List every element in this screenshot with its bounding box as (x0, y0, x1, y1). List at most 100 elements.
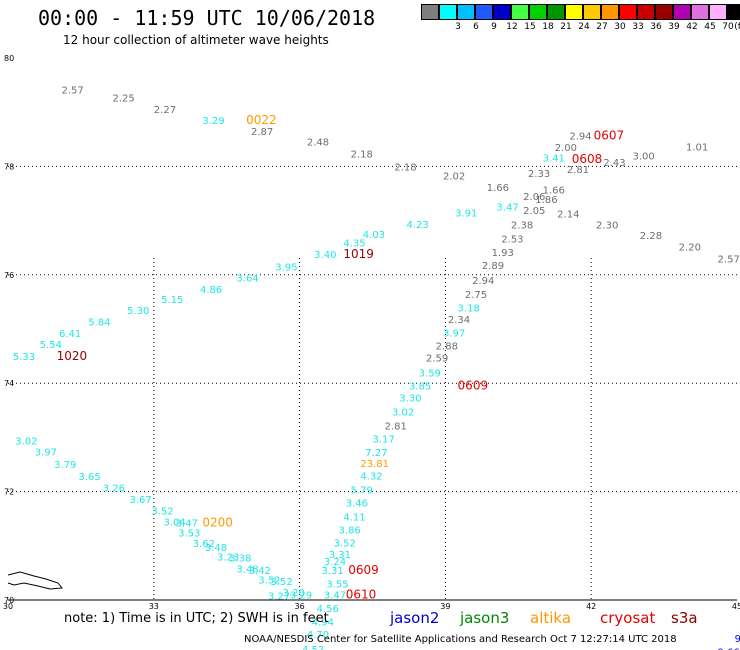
pass-time-label: 0200 (202, 515, 233, 529)
footer-note: note: 1) Time is in UTC; 2) SWH is in fe… (64, 611, 329, 626)
lat-label: 72 (4, 488, 14, 497)
legend-swatch (709, 4, 727, 20)
wave-height-value: 5.54 (40, 340, 62, 351)
lat-label: 76 (4, 271, 14, 280)
legend-swatch (619, 4, 637, 20)
coastline (7, 571, 63, 590)
wave-height-value: 2.87 (251, 127, 273, 138)
wave-height-value: 2.30 (596, 220, 618, 231)
wave-height-value: 5.84 (88, 317, 110, 328)
wave-height-value: 3.52 (270, 577, 292, 588)
legend-label: 3 (455, 22, 461, 32)
wave-height-value: 3.53 (178, 528, 200, 539)
wave-height-value: 3.26 (103, 483, 125, 494)
wave-height-value: 1.66 (487, 183, 509, 194)
wave-height-value: 3.86 (338, 526, 360, 537)
wave-height-value: 3.23 (217, 553, 239, 564)
legend-swatch (475, 4, 493, 20)
wave-height-value: 3.52 (334, 539, 356, 550)
legend-swatch (637, 4, 655, 20)
wave-height-value: 3.20 (283, 588, 305, 599)
legend-label: 6 (473, 22, 479, 32)
wave-height-value: 3.24 (324, 557, 346, 568)
wave-height-value: 1.01 (686, 142, 708, 153)
wave-height-value: 9 (735, 634, 740, 645)
wave-height-value: 1.86 (535, 195, 557, 206)
wave-height-value: 3.47 (496, 203, 518, 214)
legend-label: 42 (686, 22, 698, 32)
lat-label: 80 (4, 54, 14, 63)
wave-height-value: 3.40 (314, 250, 336, 261)
wave-height-value: 2.20 (679, 243, 701, 254)
wave-height-value: 2.81 (567, 165, 589, 176)
wave-height-value: 5.30 (127, 306, 149, 317)
wave-height-value: 3.29 (202, 116, 224, 127)
satellite-jason3: jason3 (460, 609, 510, 627)
wave-height-value: 3.48 (236, 565, 258, 576)
wave-height-value: 3.85 (409, 381, 431, 392)
legend-swatch (457, 4, 475, 20)
legend-swatch (421, 4, 439, 20)
legend-swatch (583, 4, 601, 20)
wave-height-value: 2.89 (482, 261, 504, 272)
wave-height-value: 1.66 (543, 186, 565, 197)
wave-height-value: 4.94 (312, 618, 334, 629)
wave-height-value: 3.30 (399, 393, 421, 404)
legend-swatch (511, 4, 529, 20)
wave-height-value: 4.35 (343, 238, 365, 249)
wave-height-value: 2.18 (351, 149, 373, 160)
wave-height-value: 3.64 (236, 274, 258, 285)
legend-label: 33 (632, 22, 644, 32)
wave-height-value: 4.23 (407, 220, 429, 231)
wave-height-value: 2.38 (511, 220, 533, 231)
wave-height-value: 3.79 (54, 460, 76, 471)
lon-label: 42 (586, 602, 596, 611)
wave-height-value: 3.27 (268, 592, 290, 603)
legend-label: 15 (524, 22, 536, 32)
wave-height-value: 3.02 (392, 407, 414, 418)
satellite-cryosat: cryosat (600, 609, 656, 627)
lon-label: 39 (440, 602, 450, 611)
wave-height-value: 2.94 (472, 276, 494, 287)
wave-height-value: 2.27 (154, 105, 176, 116)
legend-swatch (691, 4, 709, 20)
wave-height-value: 2.88 (436, 341, 458, 352)
legend-swatch (439, 4, 457, 20)
wave-height-value: 5.15 (161, 295, 183, 306)
legend-label: 12 (506, 22, 518, 32)
wave-height-value: 3.41 (543, 154, 565, 165)
wave-height-value: 23.81 (360, 459, 389, 470)
satellite-jason2: jason2 (390, 609, 440, 627)
wave-height-value: 2.28 (640, 231, 662, 242)
legend-swatch (673, 4, 691, 20)
wave-height-value: 3.55 (326, 580, 348, 591)
legend-label: 27 (596, 22, 608, 32)
wave-height-value: 3.46 (346, 498, 368, 509)
wave-height-value: 2.94 (569, 132, 591, 143)
wave-height-value: 3.95 (275, 263, 297, 274)
satellite-s3a: s3a (671, 609, 698, 627)
legend-label: 24 (578, 22, 590, 32)
wave-height-value: 3.38 (229, 554, 251, 565)
wave-height-value: 3.31 (321, 566, 343, 577)
pass-time-label: 0610 (346, 588, 377, 602)
legend-label: 45 (704, 22, 716, 32)
wave-height-value: 4.32 (360, 471, 382, 482)
wave-height-value: 1.93 (492, 248, 514, 259)
wave-height-value: 3.29 (290, 591, 312, 602)
wave-height-value: 5.33 (13, 352, 35, 363)
wave-height-value: 3.52 (258, 575, 280, 586)
wave-height-value: 4.70 (307, 630, 329, 641)
legend-label: 36 (650, 22, 662, 32)
credit-line: NOAA/NESDIS Center for Satellite Applica… (244, 634, 677, 645)
wave-height-value: 2.34 (448, 315, 470, 326)
wave-height-value: 2.33 (528, 169, 550, 180)
pass-time-label: 0022 (246, 113, 277, 127)
wave-height-value: 2.59 (426, 354, 448, 365)
legend-swatch (529, 4, 547, 20)
wave-height-value: 2.57 (61, 85, 83, 96)
lat-label: 74 (4, 379, 14, 388)
lat-label: 70 (4, 596, 14, 605)
legend-label: 21 (560, 22, 572, 32)
